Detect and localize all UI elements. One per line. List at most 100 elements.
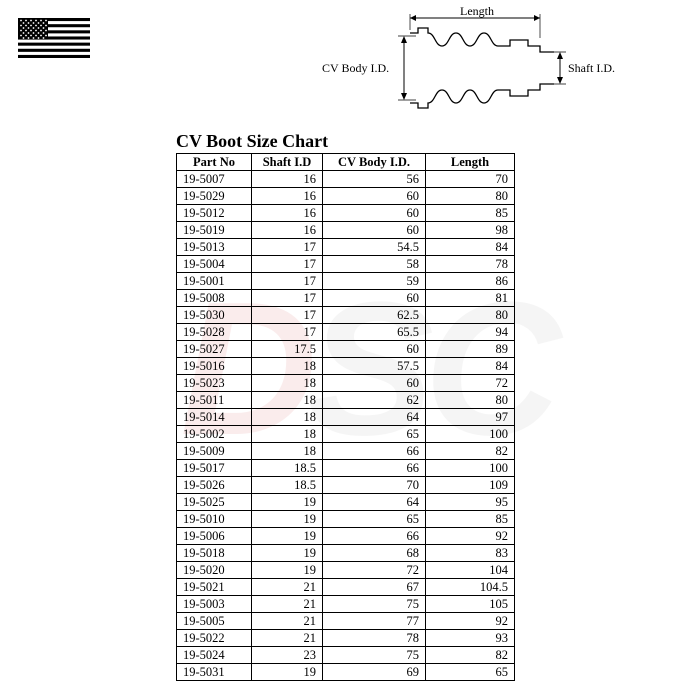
table-row: 19-50212167104.5 xyxy=(177,579,515,596)
table-row: 19-502717.56089 xyxy=(177,341,515,358)
table-cell: 66 xyxy=(323,460,426,477)
table-row: 19-502618.570109 xyxy=(177,477,515,494)
table-cell: 62 xyxy=(323,392,426,409)
table-cell: 92 xyxy=(426,613,515,630)
table-row: 19-5022217893 xyxy=(177,630,515,647)
table-cell: 72 xyxy=(426,375,515,392)
table-row: 19-5023186072 xyxy=(177,375,515,392)
table-row: 19-50281765.594 xyxy=(177,324,515,341)
table-cell: 16 xyxy=(252,171,323,188)
table-row: 19-5007165670 xyxy=(177,171,515,188)
table-cell: 60 xyxy=(323,222,426,239)
chart-title: CV Boot Size Chart xyxy=(176,131,328,152)
table-row: 19-5011186280 xyxy=(177,392,515,409)
table-cell: 94 xyxy=(426,324,515,341)
col-cv-body-id: CV Body I.D. xyxy=(323,154,426,171)
table-cell: 19-5028 xyxy=(177,324,252,341)
table-cell: 100 xyxy=(426,460,515,477)
table-cell: 17 xyxy=(252,239,323,256)
table-cell: 83 xyxy=(426,545,515,562)
table-cell: 60 xyxy=(323,188,426,205)
table-cell: 85 xyxy=(426,205,515,222)
table-cell: 18 xyxy=(252,409,323,426)
table-cell: 21 xyxy=(252,579,323,596)
table-cell: 19-5018 xyxy=(177,545,252,562)
table-cell: 18.5 xyxy=(252,477,323,494)
table-cell: 65 xyxy=(426,664,515,681)
table-cell: 80 xyxy=(426,392,515,409)
table-cell: 18 xyxy=(252,426,323,443)
table-cell: 19-5011 xyxy=(177,392,252,409)
table-cell: 67 xyxy=(323,579,426,596)
table-cell: 19-5008 xyxy=(177,290,252,307)
table-row: 19-5006196692 xyxy=(177,528,515,545)
table-cell: 104.5 xyxy=(426,579,515,596)
table-cell: 109 xyxy=(426,477,515,494)
table-cell: 84 xyxy=(426,239,515,256)
table-cell: 17 xyxy=(252,307,323,324)
table-cell: 19-5009 xyxy=(177,443,252,460)
table-cell: 89 xyxy=(426,341,515,358)
table-cell: 105 xyxy=(426,596,515,613)
table-cell: 19-5031 xyxy=(177,664,252,681)
table-cell: 62.5 xyxy=(323,307,426,324)
table-cell: 92 xyxy=(426,528,515,545)
table-cell: 98 xyxy=(426,222,515,239)
table-cell: 58 xyxy=(323,256,426,273)
diagram-shaft-label: Shaft I.D. xyxy=(568,61,615,76)
table-cell: 70 xyxy=(426,171,515,188)
table-cell: 60 xyxy=(323,341,426,358)
table-cell: 23 xyxy=(252,647,323,664)
table-cell: 72 xyxy=(323,562,426,579)
table-cell: 84 xyxy=(426,358,515,375)
table-cell: 19-5006 xyxy=(177,528,252,545)
table-cell: 19-5017 xyxy=(177,460,252,477)
table-cell: 56 xyxy=(323,171,426,188)
table-cell: 95 xyxy=(426,494,515,511)
table-cell: 19-5005 xyxy=(177,613,252,630)
us-flag-icon xyxy=(18,18,90,58)
table-cell: 19-5016 xyxy=(177,358,252,375)
table-row: 19-50301762.580 xyxy=(177,307,515,324)
table-cell: 69 xyxy=(323,664,426,681)
table-row: 19-5018196883 xyxy=(177,545,515,562)
table-cell: 18 xyxy=(252,443,323,460)
table-cell: 60 xyxy=(323,205,426,222)
table-cell: 93 xyxy=(426,630,515,647)
table-cell: 18 xyxy=(252,358,323,375)
table-cell: 18 xyxy=(252,375,323,392)
table-row: 19-501718.566100 xyxy=(177,460,515,477)
table-row: 19-5008176081 xyxy=(177,290,515,307)
table-cell: 19-5020 xyxy=(177,562,252,579)
table-cell: 19 xyxy=(252,511,323,528)
table-cell: 17 xyxy=(252,273,323,290)
table-cell: 17 xyxy=(252,256,323,273)
table-cell: 19-5014 xyxy=(177,409,252,426)
table-cell: 65 xyxy=(323,511,426,528)
table-cell: 19 xyxy=(252,528,323,545)
table-cell: 19-5026 xyxy=(177,477,252,494)
table-cell: 19-5003 xyxy=(177,596,252,613)
table-row: 19-50021865100 xyxy=(177,426,515,443)
table-cell: 54.5 xyxy=(323,239,426,256)
table-row: 19-5024237582 xyxy=(177,647,515,664)
cv-boot-diagram: Length CV Body I.D. Shaft I.D. xyxy=(300,8,620,128)
table-cell: 100 xyxy=(426,426,515,443)
table-cell: 19-5023 xyxy=(177,375,252,392)
table-cell: 19-5012 xyxy=(177,205,252,222)
table-cell: 78 xyxy=(323,630,426,647)
table-cell: 80 xyxy=(426,188,515,205)
diagram-length-label: Length xyxy=(460,4,494,19)
col-part-no: Part No xyxy=(177,154,252,171)
table-cell: 19 xyxy=(252,545,323,562)
table-row: 19-5004175878 xyxy=(177,256,515,273)
table-cell: 19-5007 xyxy=(177,171,252,188)
table-cell: 68 xyxy=(323,545,426,562)
table-cell: 21 xyxy=(252,630,323,647)
table-cell: 19-5025 xyxy=(177,494,252,511)
table-cell: 16 xyxy=(252,205,323,222)
table-row: 19-5009186682 xyxy=(177,443,515,460)
table-cell: 85 xyxy=(426,511,515,528)
table-cell: 97 xyxy=(426,409,515,426)
table-cell: 19-5030 xyxy=(177,307,252,324)
